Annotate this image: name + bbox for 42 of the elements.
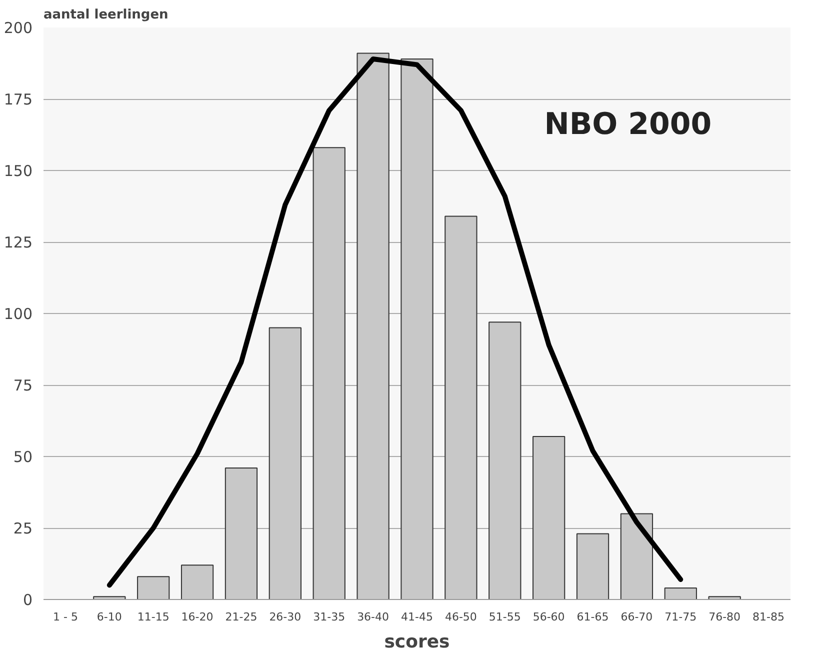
y-tick-label: 150: [4, 162, 33, 180]
annotation: NBO 2000: [544, 106, 712, 142]
x-tick-label: 6-10: [96, 610, 122, 624]
bar: [664, 588, 697, 600]
x-tick-label: 26-30: [269, 610, 302, 624]
x-tick-label: 61-65: [576, 610, 609, 624]
y-tick-label: 100: [4, 305, 33, 323]
bar: [576, 533, 610, 600]
bar: [312, 147, 346, 600]
x-tick-label: 11-15: [137, 610, 170, 624]
y-axis-title: aantal leerlingen: [44, 8, 168, 22]
x-tick-label: 31-35: [313, 610, 346, 624]
bar: [224, 467, 258, 600]
y-tick-label: 0: [22, 591, 33, 609]
y-tick-label: 200: [4, 19, 33, 37]
x-tick-label: 51-55: [488, 610, 521, 624]
y-tick-label: 175: [4, 90, 33, 108]
bar: [488, 322, 522, 600]
bar: [620, 513, 654, 600]
y-tick-label: 75: [13, 376, 33, 394]
x-tick-label: 81-85: [752, 610, 785, 624]
x-axis-title: scores: [384, 632, 450, 652]
x-tick-label: 41-45: [401, 610, 433, 624]
bar: [356, 52, 390, 600]
y-tick-label: 25: [13, 520, 33, 538]
x-tick-label: 36-40: [357, 610, 390, 624]
bar: [137, 576, 170, 600]
x-tick-label: 66-70: [620, 610, 653, 624]
y-tick-label: 50: [13, 448, 33, 466]
x-tick-label: 16-20: [181, 610, 214, 624]
bar: [532, 436, 566, 600]
x-tick-label: 71-75: [664, 610, 697, 624]
x-tick-label: 76-80: [708, 610, 741, 624]
bar: [400, 58, 434, 600]
x-tick-label: 1 - 5: [52, 610, 78, 624]
bar: [180, 564, 214, 600]
x-tick-label: 46-50: [444, 610, 477, 624]
y-tick-label: 125: [4, 234, 33, 252]
bar: [444, 216, 478, 600]
bar: [268, 327, 302, 600]
x-tick-label: 56-60: [532, 610, 565, 624]
x-tick-label: 21-25: [225, 610, 258, 624]
